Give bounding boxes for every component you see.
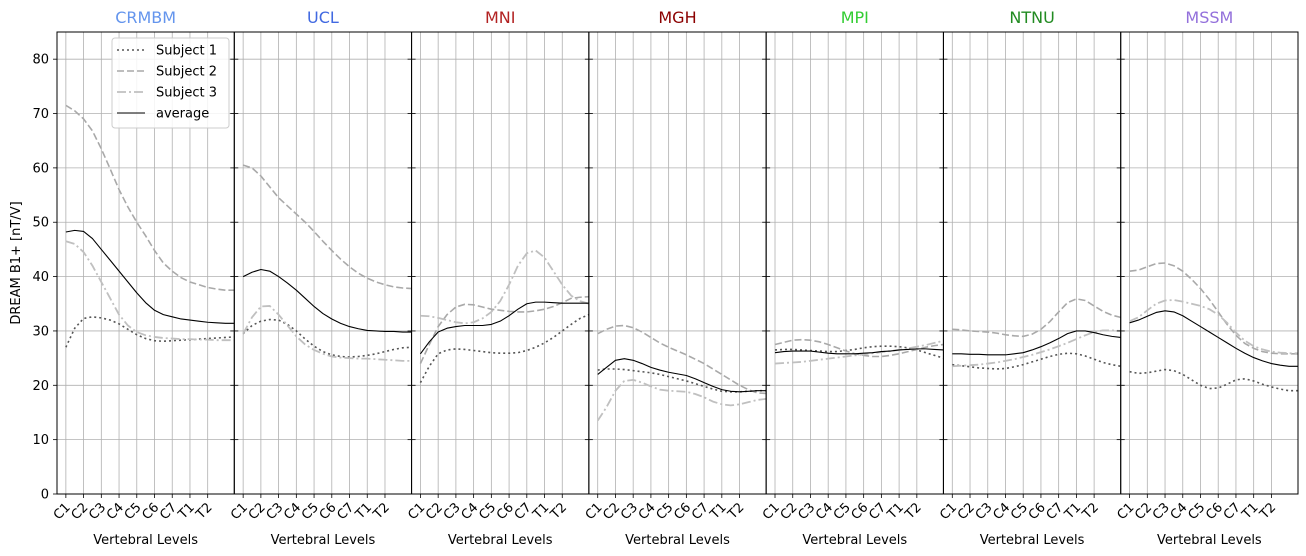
- y-axis-label: DREAM B1+ [nT/V]: [9, 201, 24, 324]
- x-tick-label: T2: [1256, 500, 1279, 523]
- series-line-average: [65, 229, 235, 324]
- x-tick-label: T2: [193, 500, 216, 523]
- panel-title: MNI: [485, 8, 516, 27]
- series-line-subject-1: [1129, 368, 1298, 392]
- y-tick-label: 60: [32, 161, 49, 176]
- series-line-subject-2: [952, 298, 1121, 338]
- series-line-subject-1: [242, 318, 412, 358]
- legend-box: [111, 37, 230, 129]
- x-tick-label: T2: [1079, 500, 1102, 523]
- series-line-subject-3: [596, 378, 767, 422]
- x-tick-label: T2: [725, 500, 748, 523]
- legend-label: Subject 2: [156, 65, 217, 80]
- series-line-subject-1: [597, 368, 767, 393]
- series-line-subject-3: [1129, 299, 1298, 355]
- series-line-subject-3: [774, 339, 944, 365]
- series-line-average: [419, 301, 589, 355]
- y-tick-label: 0: [41, 488, 49, 503]
- legend-label: Subject 3: [156, 86, 217, 101]
- series-line-average: [1129, 310, 1298, 367]
- x-axis-label: Vertebral Levels: [980, 533, 1085, 548]
- series-line-subject-2: [1129, 262, 1298, 355]
- y-tick-label: 10: [32, 433, 49, 448]
- series-line-average: [597, 358, 767, 393]
- series-line-subject-1: [952, 352, 1121, 370]
- series-line-average: [774, 348, 944, 355]
- series-line-subject-2: [597, 324, 767, 395]
- series-line-subject-1: [774, 345, 944, 359]
- series-line-subject-3: [242, 305, 412, 362]
- y-tick-label: 40: [32, 270, 49, 285]
- series-line-subject-3: [420, 249, 590, 325]
- legend: Subject 1 Subject 2 Subject 3 average: [111, 37, 230, 129]
- y-tick-label: 20: [32, 379, 49, 394]
- series-line-subject-3: [952, 329, 1121, 368]
- x-axis-label: Vertebral Levels: [802, 533, 907, 548]
- series-line-average: [952, 330, 1121, 356]
- panel-title: MGH: [658, 8, 696, 27]
- series-line-average: [242, 268, 412, 333]
- panel-title: MSSM: [1185, 8, 1233, 27]
- panel-title: UCL: [307, 8, 339, 27]
- series-line-subject-1: [419, 313, 590, 383]
- x-tick-label: T2: [370, 500, 393, 523]
- series-line-subject-2: [774, 338, 944, 358]
- panel-title: NTNU: [1009, 8, 1054, 27]
- series-line-subject-3: [65, 240, 235, 342]
- y-tick-label: 50: [32, 216, 49, 231]
- series-line-subject-2: [242, 164, 412, 290]
- legend-label: average: [156, 107, 209, 122]
- x-axis-label: Vertebral Levels: [448, 533, 553, 548]
- x-axis-label: Vertebral Levels: [1157, 533, 1262, 548]
- x-axis-label: Vertebral Levels: [93, 533, 198, 548]
- x-tick-label: T2: [547, 500, 570, 523]
- y-tick-label: 80: [32, 53, 49, 68]
- series-line-subject-1: [65, 316, 235, 348]
- x-tick-label: T2: [902, 500, 925, 523]
- x-axis-label: Vertebral Levels: [625, 533, 730, 548]
- panel-title: CRMBM: [115, 8, 176, 27]
- x-axis-label: Vertebral Levels: [271, 533, 376, 548]
- panel-title: MPI: [841, 8, 869, 27]
- y-tick-label: 30: [32, 324, 49, 339]
- legend-label: Subject 1: [156, 44, 217, 59]
- series-line-subject-2: [65, 104, 235, 291]
- y-tick-label: 70: [32, 107, 49, 122]
- panel-frame: [1120, 31, 1299, 495]
